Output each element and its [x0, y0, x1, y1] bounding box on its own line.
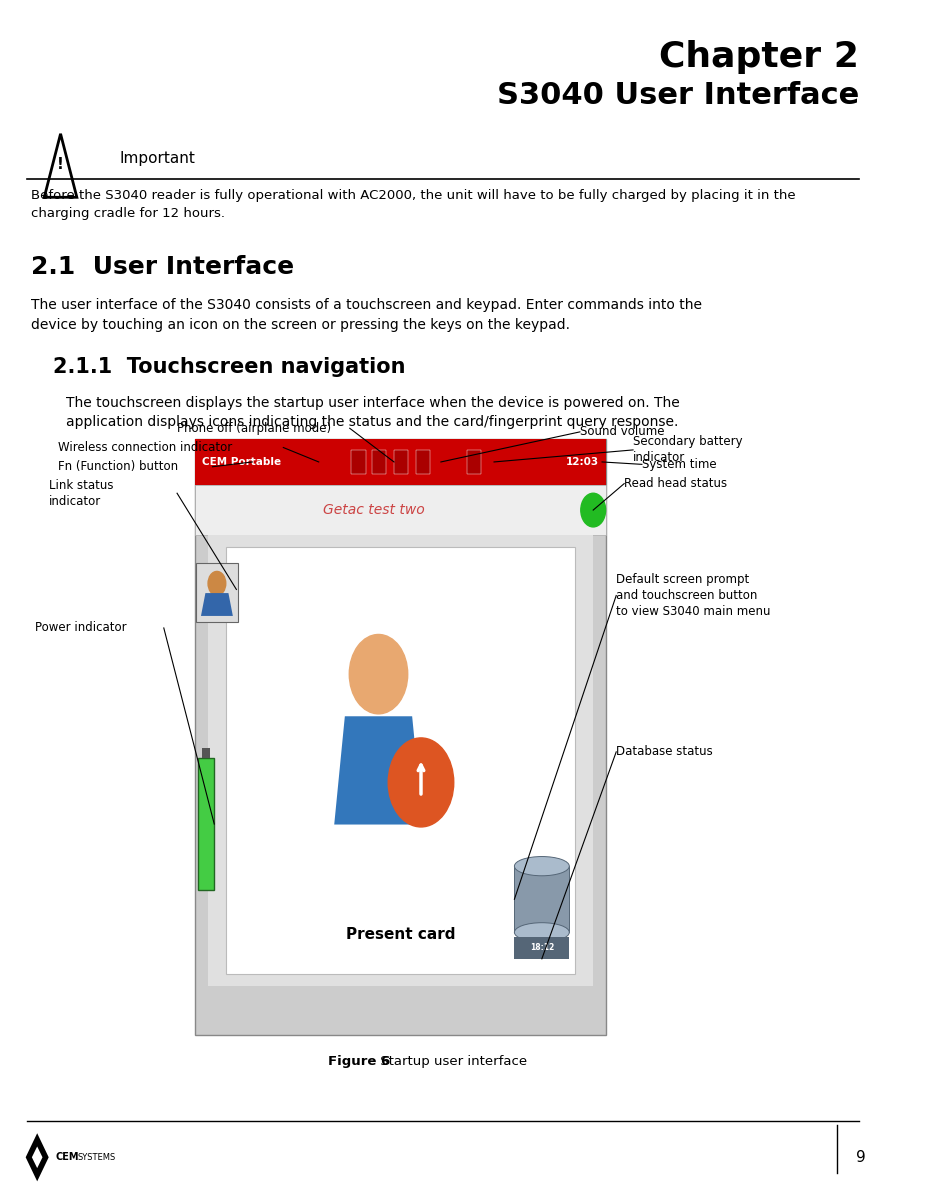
Text: 9: 9	[855, 1150, 866, 1165]
Text: Important: Important	[120, 152, 195, 166]
FancyBboxPatch shape	[514, 866, 569, 932]
FancyBboxPatch shape	[514, 937, 569, 959]
Circle shape	[349, 634, 408, 713]
FancyBboxPatch shape	[208, 535, 593, 986]
Text: 18:12: 18:12	[530, 943, 554, 953]
FancyBboxPatch shape	[394, 450, 408, 474]
Text: Default screen prompt
and touchscreen button
to view S3040 main menu: Default screen prompt and touchscreen bu…	[616, 573, 770, 618]
FancyBboxPatch shape	[194, 485, 606, 535]
Text: CEM: CEM	[56, 1152, 79, 1162]
Text: Before the S3040 reader is fully operational with AC2000, the unit will have to : Before the S3040 reader is fully operati…	[31, 189, 796, 220]
Text: Database status: Database status	[616, 746, 713, 758]
FancyBboxPatch shape	[466, 450, 480, 474]
Text: The user interface of the S3040 consists of a touchscreen and keypad. Enter comm: The user interface of the S3040 consists…	[31, 298, 702, 332]
Text: System time: System time	[642, 458, 716, 470]
FancyBboxPatch shape	[194, 439, 606, 1035]
FancyBboxPatch shape	[194, 439, 606, 485]
Ellipse shape	[514, 857, 569, 876]
FancyBboxPatch shape	[351, 450, 365, 474]
FancyBboxPatch shape	[202, 748, 211, 758]
Polygon shape	[334, 716, 423, 824]
Circle shape	[208, 571, 226, 595]
Polygon shape	[201, 593, 233, 616]
FancyBboxPatch shape	[372, 450, 386, 474]
Text: Sound volume: Sound volume	[580, 426, 665, 438]
Text: Phone off (airplane mode): Phone off (airplane mode)	[177, 422, 331, 434]
Text: Startup user interface: Startup user interface	[377, 1055, 528, 1067]
Text: SYSTEMS: SYSTEMS	[77, 1152, 115, 1162]
Circle shape	[581, 493, 606, 527]
Text: Chapter 2: Chapter 2	[659, 40, 859, 73]
Text: CEM Portable: CEM Portable	[202, 457, 281, 467]
Text: Link status
indicator: Link status indicator	[49, 479, 113, 508]
Text: Fn (Function) button: Fn (Function) button	[58, 461, 177, 473]
Text: Present card: Present card	[346, 928, 455, 942]
Text: Wireless connection indicator: Wireless connection indicator	[58, 442, 232, 454]
FancyBboxPatch shape	[195, 563, 238, 622]
Text: Figure 6: Figure 6	[328, 1055, 390, 1067]
Text: 2.1.1  Touchscreen navigation: 2.1.1 Touchscreen navigation	[53, 357, 406, 378]
Ellipse shape	[514, 923, 569, 942]
FancyBboxPatch shape	[198, 758, 214, 890]
FancyBboxPatch shape	[226, 547, 576, 974]
Polygon shape	[25, 1133, 49, 1181]
Text: Power indicator: Power indicator	[36, 622, 127, 634]
Text: 12:03: 12:03	[566, 457, 599, 467]
Text: !: !	[58, 158, 64, 172]
Text: S3040 User Interface: S3040 User Interface	[497, 81, 859, 109]
Text: The touchscreen displays the startup user interface when the device is powered o: The touchscreen displays the startup use…	[66, 396, 681, 429]
Polygon shape	[32, 1146, 42, 1168]
Text: Getac test two: Getac test two	[323, 503, 425, 517]
FancyBboxPatch shape	[416, 450, 430, 474]
Text: Secondary battery
indicator: Secondary battery indicator	[633, 435, 743, 464]
Text: Read head status: Read head status	[624, 478, 727, 490]
Circle shape	[388, 737, 454, 826]
Text: 2.1  User Interface: 2.1 User Interface	[31, 255, 295, 279]
